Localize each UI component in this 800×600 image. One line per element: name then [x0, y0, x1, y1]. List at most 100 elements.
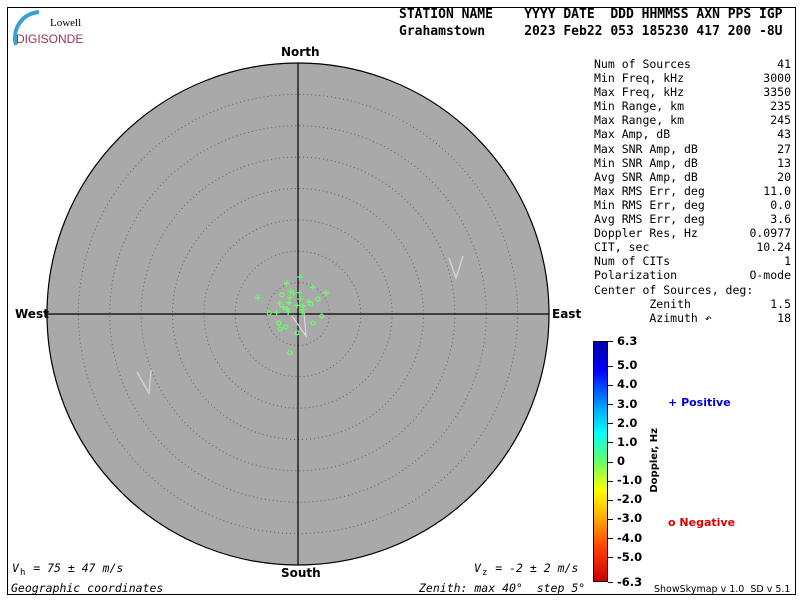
colorbar-tick-label: 3.0: [617, 396, 638, 411]
source-negative: [310, 320, 316, 326]
legend-positive-label: Positive: [681, 396, 731, 409]
source-positive: [290, 290, 297, 297]
colorbar-tick-label: -3.0: [617, 511, 643, 526]
stat-value: 0.0977: [749, 227, 791, 241]
stat-value: 1.5: [770, 297, 791, 311]
stat-label: Min SNR Amp, dB: [594, 156, 698, 170]
digisonde-logo: Lowell DIGISONDE: [10, 9, 90, 47]
source-positive: [273, 309, 280, 316]
stat-value: 13: [777, 156, 791, 170]
stat-value: 18: [777, 311, 791, 325]
colorbar-tick: [608, 518, 613, 520]
colorbar-tick: [608, 461, 613, 463]
source-positive: [296, 289, 303, 296]
stat-label: Doppler Res, Hz: [594, 227, 698, 241]
legend-negative: o Negative: [668, 516, 735, 529]
stat-value: 0.0: [770, 198, 791, 212]
stat-label: Min RMS Err, deg: [594, 198, 705, 212]
stat-row: Avg SNR Amp, dB 20: [594, 171, 791, 185]
stat-label: Max SNR Amp, dB: [594, 142, 698, 156]
stat-row: Min SNR Amp, dB 13: [594, 157, 791, 171]
vh-symbol: V: [12, 561, 19, 575]
colorbar-tick-label: 5.0: [617, 358, 638, 373]
stat-label: Polarization: [594, 269, 678, 283]
colorbar-tick-label: -4.0: [617, 530, 643, 545]
vz-subscript: z: [481, 568, 488, 578]
colorbar-tick-label: 0: [617, 454, 626, 468]
stat-row: Min RMS Err, deg 0.0: [594, 199, 791, 213]
stat-row: Max Freq, kHz 3350: [594, 86, 791, 100]
vh-subscript: h: [19, 568, 26, 578]
legend-positive: + Positive: [668, 396, 731, 409]
stat-label: Max Range, km: [594, 114, 685, 128]
statistics-table: Num of Sources 41 Min Freq, kHz 3000 Max Fre…: [594, 58, 791, 326]
colorbar-tick-label: 4.0: [617, 377, 638, 392]
source-positive: [299, 309, 306, 316]
stat-label: Avg SNR Amp, dB: [594, 170, 698, 184]
stat-label: Azimuth ↶: [594, 311, 712, 325]
colorbar-tick: [608, 499, 613, 501]
colorbar-tick: [608, 582, 613, 583]
source-negative: [315, 296, 321, 302]
colorbar-title: Doppler, Hz: [649, 428, 660, 493]
stat-label: Num of CITs: [594, 255, 671, 269]
stat-row: Num of Sources 41: [594, 58, 791, 72]
vz-value: = -2 ± 2 m/s: [488, 561, 579, 575]
stat-row: Azimuth ↶ 18: [594, 312, 791, 326]
legend-negative-label: Negative: [679, 516, 736, 529]
stat-value: 245: [770, 114, 791, 128]
colorbar-tick: [608, 404, 613, 406]
source-negative: [294, 330, 300, 336]
colorbar-tick-label: -2.0: [617, 492, 643, 507]
stat-value: 41: [777, 58, 791, 71]
source-positive: [285, 299, 292, 306]
direction-south: South: [281, 566, 321, 580]
stat-row: Max Range, km 245: [594, 114, 791, 128]
velocity-marker-icon: [136, 369, 152, 396]
stat-value: 3350: [763, 86, 791, 100]
colorbar-tick-label: -1.0: [617, 473, 643, 488]
stat-value: 11.0: [763, 184, 791, 198]
logo-text-digisonde: DIGISONDE: [16, 32, 84, 46]
stat-label: Avg RMS Err, deg: [594, 213, 705, 227]
velocity-marker-icon: [448, 255, 464, 281]
stat-row: CIT, sec 10.24: [594, 241, 791, 255]
source-positive: [323, 289, 330, 296]
source-negative: [287, 350, 293, 356]
stat-value: 10.24: [756, 241, 791, 255]
colorbar-tick: [608, 442, 613, 444]
source-positive: [294, 302, 301, 309]
stat-label: Max Amp, dB: [594, 128, 671, 142]
source-positive: [285, 309, 292, 316]
colorbar-tick: [608, 538, 613, 539]
stat-row: Doppler Res, Hz 0.0977: [594, 227, 791, 241]
stat-label: Max RMS Err, deg: [594, 184, 705, 198]
source-positive: [297, 296, 304, 303]
colorbar-tick-label: 1.0: [617, 434, 638, 449]
stat-value: 43: [777, 128, 791, 142]
stat-row: Zenith 1.5: [594, 298, 791, 312]
direction-east: East: [552, 307, 582, 321]
plot-frame: [7, 7, 796, 595]
stat-row: Center of Sources, deg:: [594, 284, 791, 298]
stat-value: 1: [784, 255, 791, 269]
stat-row: Max SNR Amp, dB 27: [594, 143, 791, 157]
doppler-colorbar: [593, 341, 608, 582]
stat-row: Max RMS Err, deg 11.0: [594, 185, 791, 199]
version-info: ShowSkymap v 1.0 SD v 5.1: [654, 584, 791, 595]
vertical-velocity: Vz = -2 ± 2 m/s: [474, 561, 578, 578]
zenith-scale-info: Zenith: max 40° step 5°: [419, 581, 586, 595]
source-positive: [254, 294, 261, 301]
source-positive: [296, 274, 303, 281]
source-negative: [308, 301, 314, 307]
colorbar-tick: [608, 423, 613, 425]
source-negative: [319, 313, 325, 319]
colorbar-tick-label: -6.3: [617, 574, 643, 589]
source-negative: [279, 292, 285, 298]
skymap-plot: [46, 62, 550, 566]
stat-value: 3.6: [770, 213, 791, 227]
source-positive: [276, 300, 283, 307]
positive-plus-icon: +: [668, 396, 678, 409]
stat-value: O-mode: [749, 269, 791, 283]
stat-row: Avg RMS Err, deg 3.6: [594, 213, 791, 227]
